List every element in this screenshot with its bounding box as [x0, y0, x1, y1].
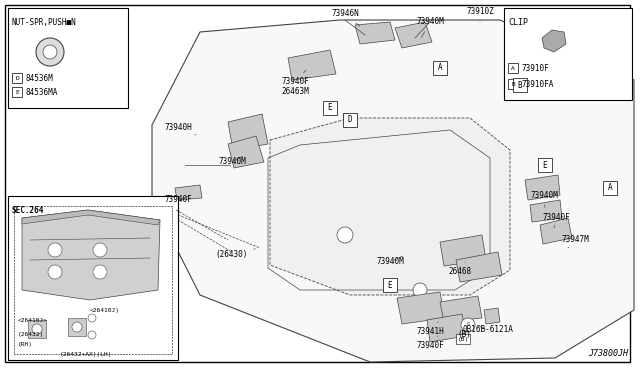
- Polygon shape: [288, 50, 336, 80]
- Text: 26468: 26468: [449, 262, 472, 276]
- Text: 73940M: 73940M: [416, 17, 444, 38]
- Text: B: B: [511, 82, 515, 87]
- Bar: [456, 334, 470, 344]
- Circle shape: [93, 265, 107, 279]
- Text: B: B: [518, 80, 522, 90]
- Bar: [8, 8, 128, 108]
- Text: 73940F: 73940F: [416, 336, 444, 350]
- Text: (26430): (26430): [216, 249, 255, 260]
- Text: E: E: [15, 90, 19, 95]
- Circle shape: [43, 45, 57, 59]
- Circle shape: [452, 312, 468, 328]
- Text: <26410J): <26410J): [90, 308, 120, 313]
- Text: A: A: [438, 64, 442, 73]
- Circle shape: [48, 243, 62, 257]
- Text: 73941H: 73941H: [416, 322, 444, 337]
- Text: 73910Z: 73910Z: [466, 7, 494, 22]
- Polygon shape: [152, 20, 634, 362]
- Circle shape: [48, 265, 62, 279]
- Text: (26432): (26432): [18, 332, 44, 337]
- Polygon shape: [525, 175, 560, 200]
- Text: D: D: [348, 115, 352, 125]
- Circle shape: [93, 243, 107, 257]
- Bar: [504, 8, 632, 100]
- Text: S: S: [467, 323, 470, 327]
- Polygon shape: [456, 252, 502, 282]
- Text: NUT-SPR,PUSH■N: NUT-SPR,PUSH■N: [12, 18, 77, 27]
- Text: 73940F: 73940F: [164, 196, 192, 205]
- Polygon shape: [530, 200, 562, 222]
- Bar: [383, 278, 397, 292]
- Text: (B): (B): [458, 337, 468, 341]
- Text: 84536M: 84536M: [26, 74, 54, 83]
- Circle shape: [88, 314, 96, 322]
- Text: 73940M: 73940M: [530, 190, 558, 207]
- Polygon shape: [355, 22, 395, 44]
- Bar: [14, 206, 172, 354]
- Polygon shape: [175, 185, 202, 200]
- Text: 84536MA: 84536MA: [26, 88, 58, 97]
- Text: 73940M: 73940M: [218, 156, 246, 167]
- Text: (B): (B): [457, 330, 471, 339]
- Bar: [323, 101, 337, 115]
- Text: SEC.264: SEC.264: [12, 206, 44, 215]
- Text: (26432+AX)(LH): (26432+AX)(LH): [60, 352, 113, 357]
- Text: CLIP: CLIP: [508, 18, 528, 27]
- Text: 26463M: 26463M: [281, 80, 309, 96]
- Text: A: A: [511, 66, 515, 71]
- Text: 73946N: 73946N: [331, 10, 360, 26]
- Bar: [513, 78, 527, 92]
- Text: 0B16B-6121A: 0B16B-6121A: [463, 326, 513, 334]
- Polygon shape: [440, 235, 486, 266]
- Bar: [8, 196, 178, 360]
- Text: (RH): (RH): [18, 342, 33, 347]
- Text: J73800JH: J73800JH: [588, 349, 628, 358]
- Bar: [12, 87, 22, 97]
- Circle shape: [88, 331, 96, 339]
- Circle shape: [36, 38, 64, 66]
- Bar: [28, 320, 46, 338]
- Bar: [538, 158, 552, 172]
- Polygon shape: [395, 22, 432, 48]
- Text: <26410J>: <26410J>: [18, 318, 48, 323]
- Circle shape: [72, 322, 82, 332]
- Polygon shape: [542, 30, 566, 52]
- Text: 73940M: 73940M: [376, 256, 404, 266]
- Circle shape: [413, 283, 427, 297]
- Text: 73940H: 73940H: [164, 124, 196, 135]
- Polygon shape: [22, 210, 160, 225]
- Polygon shape: [397, 292, 445, 324]
- Bar: [603, 181, 617, 195]
- Bar: [508, 79, 518, 89]
- Text: A: A: [608, 183, 612, 192]
- Circle shape: [461, 318, 475, 332]
- Text: E: E: [543, 160, 547, 170]
- Text: 73940F: 73940F: [281, 70, 309, 87]
- Circle shape: [32, 324, 42, 334]
- Polygon shape: [228, 136, 264, 168]
- Bar: [12, 73, 22, 83]
- Polygon shape: [540, 218, 572, 244]
- Bar: [68, 318, 86, 336]
- Polygon shape: [22, 210, 160, 300]
- Polygon shape: [228, 114, 268, 150]
- Polygon shape: [270, 118, 510, 295]
- Text: E: E: [328, 103, 332, 112]
- Text: 73940F: 73940F: [542, 214, 570, 228]
- Text: D: D: [15, 76, 19, 81]
- Text: E: E: [388, 280, 392, 289]
- Polygon shape: [440, 296, 482, 322]
- Polygon shape: [427, 314, 466, 342]
- Text: 73947M: 73947M: [561, 235, 589, 248]
- Text: 73910FA: 73910FA: [522, 80, 554, 89]
- Bar: [433, 61, 447, 75]
- Text: 73910F: 73910F: [522, 64, 550, 73]
- Circle shape: [337, 227, 353, 243]
- Bar: [508, 63, 518, 73]
- Bar: [343, 113, 357, 127]
- Polygon shape: [484, 308, 500, 324]
